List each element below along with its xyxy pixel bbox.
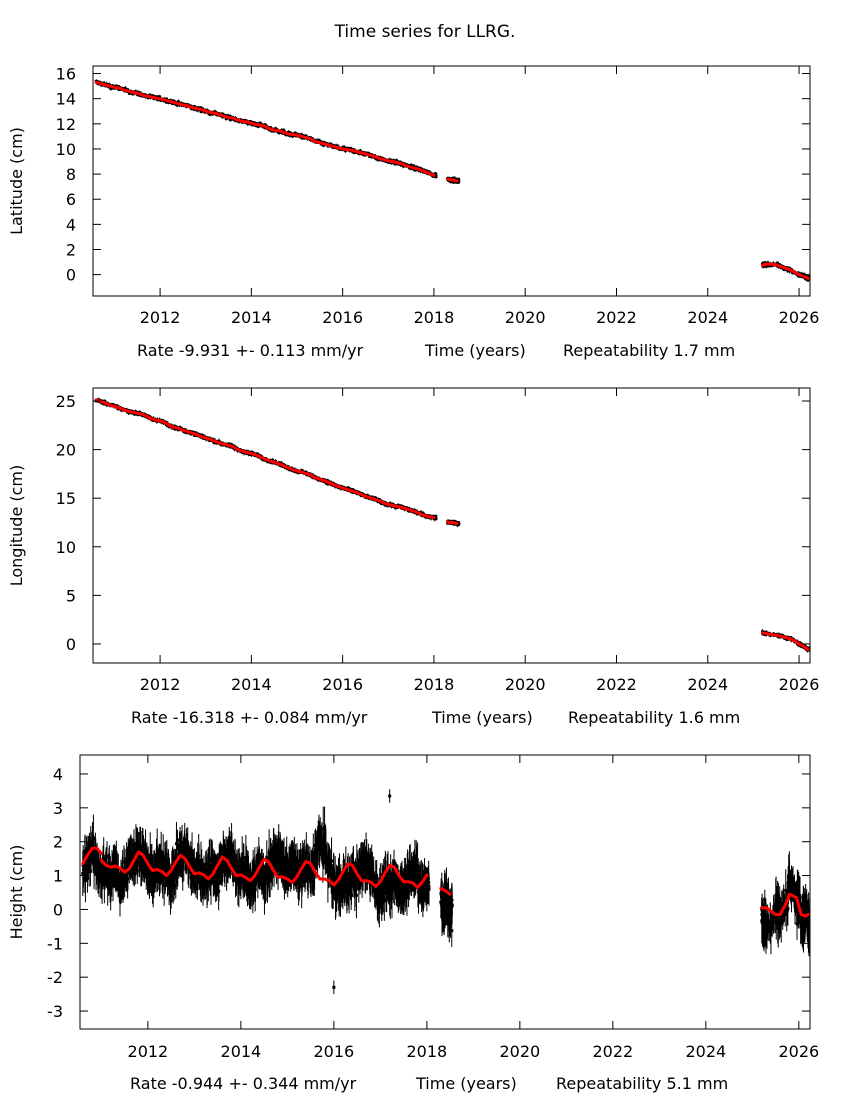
x-tick-label: 2014 <box>231 675 272 694</box>
y-tick-label: 12 <box>56 115 76 134</box>
y-tick-label: 25 <box>56 392 76 411</box>
panel-latitude: 2012 2014 2016 2018 2020 2022 2024 2026 0 2 4 6 8 10 1… <box>7 65 819 360</box>
fit-line <box>96 400 434 518</box>
plot-frame <box>93 388 810 663</box>
y-tick-label: 6 <box>66 190 76 209</box>
y-tick-label: 4 <box>66 215 76 234</box>
y-tick-label: 14 <box>56 90 76 109</box>
y-axis-label: Latitude (cm) <box>7 127 26 235</box>
fit-line <box>448 522 457 524</box>
y-tick-label: 10 <box>56 140 76 159</box>
y-tick-label: 15 <box>56 489 76 508</box>
x-axis-label: Time (years) <box>431 708 533 727</box>
y-tick-label: 8 <box>66 165 76 184</box>
y-tick-label: 0 <box>66 266 76 285</box>
x-tick-label: 2016 <box>322 675 363 694</box>
y-tick-label: 20 <box>56 441 76 460</box>
repeatability-label: Repeatability 1.6 mm <box>568 708 740 727</box>
x-axis-label: Time (years) <box>424 341 526 360</box>
x-tick-label: 2014 <box>231 308 272 327</box>
y-tick-label: 10 <box>56 538 76 557</box>
x-tick-label: 2018 <box>414 675 455 694</box>
x-tick-label: 2024 <box>687 308 728 327</box>
x-tick-label: 2026 <box>779 675 820 694</box>
y-tick-label: 0 <box>66 635 76 654</box>
y-tick-label: 5 <box>66 586 76 605</box>
x-tick-label: 2026 <box>779 308 820 327</box>
x-tick-label: 2018 <box>414 308 455 327</box>
panel-height: 2012 2014 2016 2018 2020 2022 2024 2026-3-2-101… <box>7 755 819 1093</box>
y-tick-label: 16 <box>56 65 76 84</box>
panel-longitude: 2012 2014 2016 2018 2020 2022 2024 2026 0 5 10 15 20… <box>7 388 819 727</box>
x-tick-label: 2016 <box>322 308 363 327</box>
x-tick-label: 2012 <box>140 675 181 694</box>
x-tick-label: 2024 <box>687 675 728 694</box>
x-tick-label: 2020 <box>505 675 546 694</box>
x-tick-label: 2022 <box>596 675 637 694</box>
y-tick-label: 2 <box>66 240 76 259</box>
fit-line <box>448 179 457 181</box>
x-tick-label: 2022 <box>596 308 637 327</box>
x-tick-label: 2012 <box>140 308 181 327</box>
y-axis-label: Longitude (cm) <box>7 465 26 587</box>
data-point <box>209 883 212 886</box>
rate-label: Rate -16.318 +- 0.084 mm/yr <box>131 708 368 727</box>
repeatability-label: Repeatability 1.7 mm <box>563 341 735 360</box>
x-tick-label: 2020 <box>505 308 546 327</box>
rate-label: Rate -9.931 +- 0.113 mm/yr <box>137 341 364 360</box>
